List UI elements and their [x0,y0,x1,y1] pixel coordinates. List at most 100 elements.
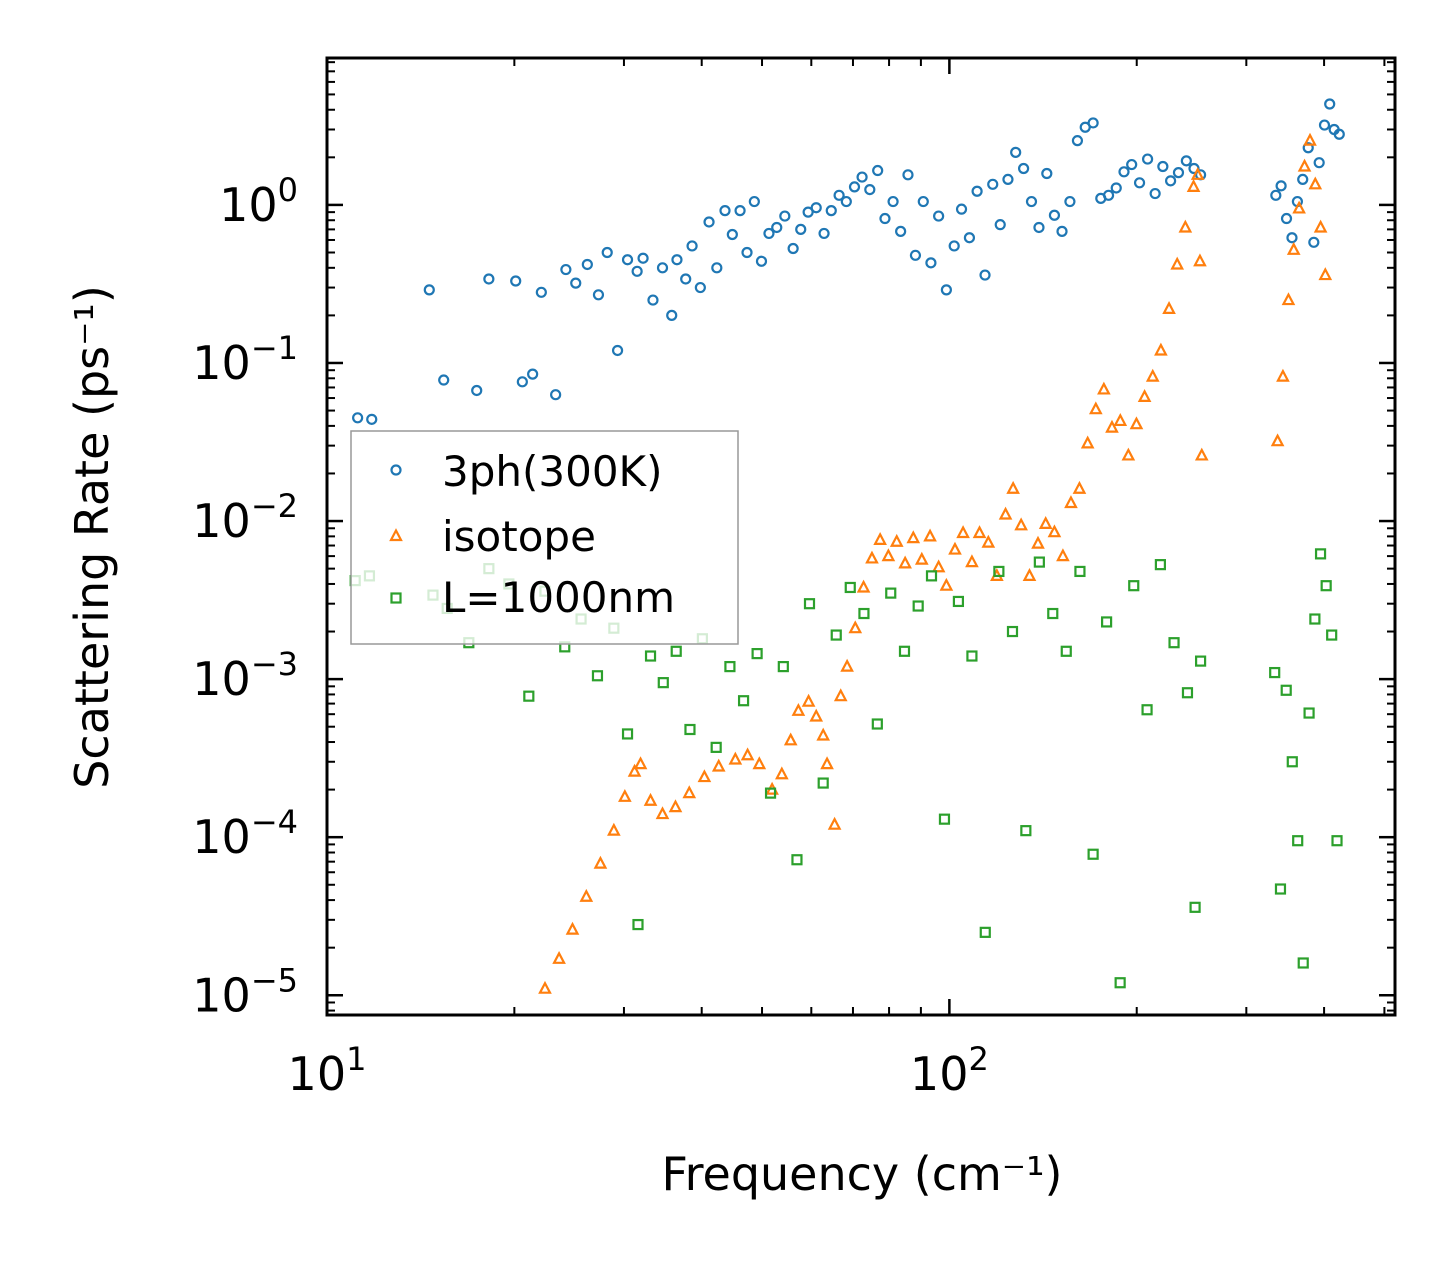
data-point [1137,389,1152,403]
data-point [864,183,876,196]
data-point [777,660,789,673]
data-point [710,741,722,753]
data-point [560,263,572,276]
data-point [1157,160,1169,173]
data-point [1097,381,1111,395]
data-point [1033,556,1045,568]
data-point [925,570,938,582]
data-point [994,219,1006,231]
data-point [1020,825,1032,837]
data-point [1308,236,1320,248]
data-point [633,756,648,770]
data-point [647,294,659,306]
data-point [1133,177,1146,189]
y-tick-label: 10−3 [192,645,298,706]
data-point [791,854,803,866]
data-point [1064,195,1076,208]
data-point [1154,559,1166,571]
data-point [873,532,887,545]
data-point [783,732,798,746]
data-point [1102,189,1115,201]
data-point [844,581,856,594]
data-point [1326,629,1338,641]
data-point [1194,655,1207,667]
tick-exponent: 2 [968,1040,988,1078]
data-point [948,240,960,252]
data-point [909,249,922,261]
data-point [917,195,929,208]
data-point [1072,480,1087,494]
data-point [887,195,899,208]
data-point [657,677,669,689]
data-point [550,389,562,401]
data-point [697,769,712,783]
data-point [931,559,946,573]
data-point [1165,175,1177,187]
data-point [971,185,983,197]
data-point [726,228,738,241]
data-point [1128,580,1140,592]
legend-marker-symbol [389,528,403,542]
data-point [902,169,914,181]
data-point [923,528,937,542]
data-point [643,792,658,806]
data-point [1292,200,1306,214]
x-tick-label: 101 [288,1040,367,1101]
data-point [1318,267,1333,281]
data-point [1297,957,1309,969]
data-point [1180,155,1192,167]
data-point [981,534,996,548]
data-point [871,718,883,730]
data-point [621,728,634,740]
data-point [734,205,746,217]
data-point [1087,848,1099,860]
tick-base: 10 [219,178,278,232]
y-axis-label: Scattering Rate (ps⁻¹) [65,285,119,789]
legend: 3ph(300K) isotope L=1000nm [350,430,739,645]
data-point [1280,684,1292,696]
data-point [1333,128,1345,140]
data-point [825,205,837,217]
data-point [1074,565,1086,578]
data-point [787,242,799,255]
data-point [1302,142,1314,154]
legend-marker-boundary [390,592,402,604]
data-point [809,708,824,722]
tick-base: 10 [192,810,251,864]
data-point [1047,524,1062,538]
legend-label-3ph: 3ph(300K) [442,447,662,496]
data-point [1324,98,1336,110]
data-point [637,252,649,264]
data-point [879,212,891,225]
data-point [627,763,642,777]
data-point [1276,368,1290,382]
data-point [1308,176,1323,190]
data-point [925,257,937,269]
data-point [1188,162,1200,175]
data-point [670,645,682,657]
data-point [1022,568,1037,581]
data-point [938,813,951,825]
data-point [830,629,842,641]
tick-exponent: −1 [251,329,298,367]
data-point [885,587,897,599]
data-point [752,756,767,770]
data-point [966,650,978,662]
data-point [611,344,624,357]
data-point [1006,625,1019,638]
data-point [711,758,726,772]
tick-exponent: −3 [251,645,298,683]
data-point [755,255,768,267]
data-point [987,178,999,190]
tick-exponent: −2 [251,487,298,525]
data-point [764,787,777,799]
data-point [737,695,750,707]
data-point [581,258,593,271]
data-point [1269,666,1281,679]
data-point [1275,180,1287,192]
data-point [963,232,976,244]
data-point [818,227,830,240]
data-point [570,277,582,289]
data-point [948,541,962,555]
